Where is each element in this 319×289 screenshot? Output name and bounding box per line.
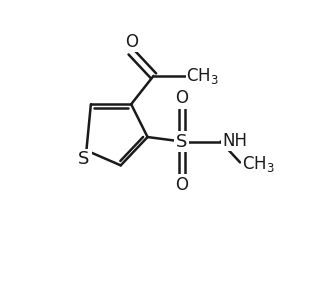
Text: O: O [125, 33, 138, 51]
Text: S: S [176, 133, 188, 151]
Text: CH$_3$: CH$_3$ [241, 154, 274, 174]
Text: S: S [78, 150, 90, 168]
Text: NH: NH [222, 132, 247, 150]
Text: O: O [175, 176, 189, 194]
Text: O: O [175, 89, 189, 107]
Text: CH$_3$: CH$_3$ [186, 66, 219, 86]
